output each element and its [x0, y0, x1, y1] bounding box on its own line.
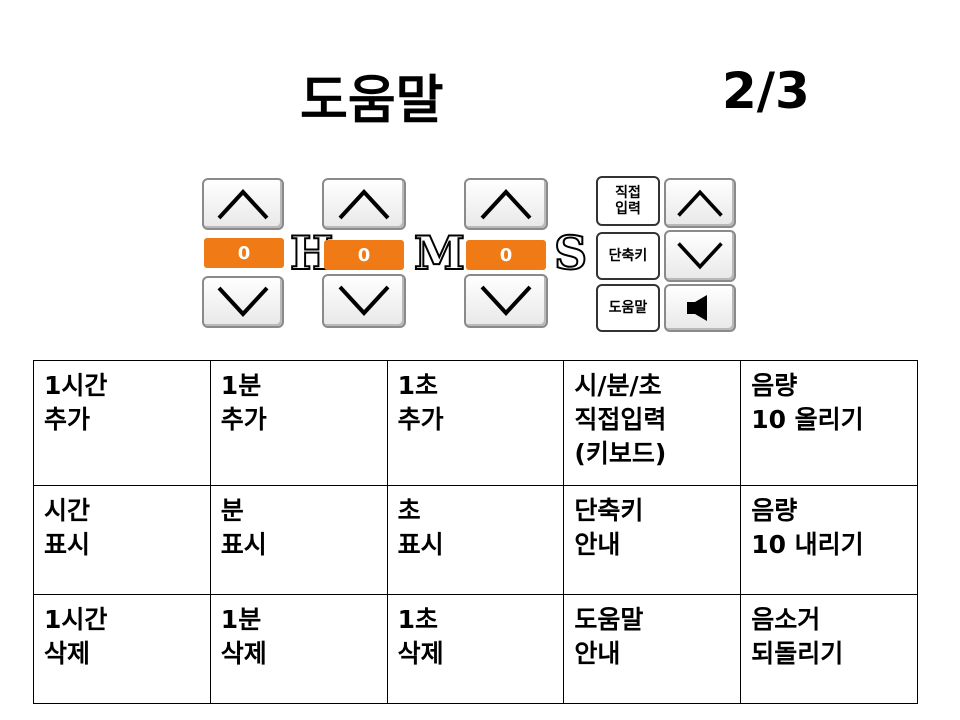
chevron-down-icon	[677, 242, 723, 270]
table-row: 시간 표시 분 표시 초 표시 단축키 안내 음량 10 내리기	[33, 485, 918, 595]
table-cell: 1시간 추가	[33, 360, 211, 486]
page-number: 2/3	[722, 62, 810, 120]
table-cell: 1분 추가	[209, 360, 388, 486]
table-row: 1시간 삭제 1분 삭제 1초 삭제 도움말 안내 음소거 되돌리기	[33, 594, 918, 704]
table-cell: 1분 삭제	[209, 594, 388, 704]
chevron-up-icon	[480, 189, 532, 220]
chevron-up-icon	[677, 189, 723, 217]
table-cell: 음량 10 내리기	[740, 485, 918, 595]
hours-value: 0	[204, 238, 284, 268]
chevron-down-icon	[338, 285, 390, 316]
volume-up-button[interactable]	[664, 178, 736, 228]
hour-up-button[interactable]	[202, 178, 284, 230]
second-down-button[interactable]	[464, 274, 548, 328]
table-cell: 1시간 삭제	[33, 594, 211, 704]
second-unit-label: S	[553, 225, 588, 281]
chevron-up-icon	[338, 189, 390, 220]
direct-input-button[interactable]: 직접 입력	[596, 176, 660, 226]
table-cell: 시/분/초 직접입력 (키보드)	[563, 360, 742, 486]
chevron-down-icon	[480, 285, 532, 316]
shortcut-button[interactable]: 단축키	[596, 232, 660, 280]
minutes-value: 0	[324, 240, 404, 270]
table-cell: 음소거 되돌리기	[740, 594, 918, 704]
volume-down-button[interactable]	[664, 230, 736, 282]
seconds-value: 0	[466, 240, 546, 270]
table-cell: 시간 표시	[33, 485, 211, 595]
table-cell: 음량 10 올리기	[740, 360, 918, 486]
mute-button[interactable]	[664, 284, 736, 332]
table-row: 1시간 추가 1분 추가 1초 추가 시/분/초 직접입력 (키보드) 음량 1…	[33, 360, 918, 486]
timer-widget: 0 H 0 M 0 S 직접 입력 단축키 도움말	[200, 176, 745, 336]
help-button[interactable]: 도움말	[596, 284, 660, 332]
page-title: 도움말	[300, 71, 444, 131]
minute-down-button[interactable]	[322, 274, 406, 328]
minute-unit-label: M	[413, 225, 466, 281]
table-cell: 단축키 안내	[563, 485, 742, 595]
table-cell: 1초 추가	[386, 360, 565, 486]
table-cell: 초 표시	[386, 485, 565, 595]
speaker-icon	[687, 295, 707, 321]
help-table: 1시간 추가 1분 추가 1초 추가 시/분/초 직접입력 (키보드) 음량 1…	[33, 360, 918, 704]
table-cell: 1초 삭제	[386, 594, 565, 704]
table-cell: 도움말 안내	[563, 594, 742, 704]
minute-up-button[interactable]	[322, 178, 406, 230]
second-up-button[interactable]	[464, 178, 548, 230]
table-cell: 분 표시	[209, 485, 388, 595]
chevron-up-icon	[217, 189, 269, 220]
chevron-down-icon	[217, 286, 269, 317]
hour-down-button[interactable]	[202, 276, 284, 328]
